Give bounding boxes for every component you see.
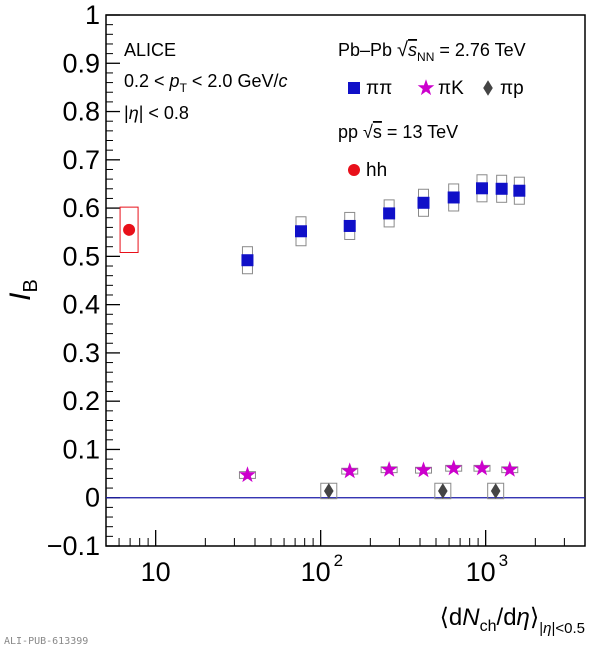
x-tick-label: 10	[466, 557, 496, 587]
data-point	[295, 225, 308, 238]
data-point	[438, 483, 448, 499]
pbpb-label: Pb–Pb √sNN = 2.76 TeV	[338, 39, 526, 64]
y-tick-label: 0.1	[62, 434, 100, 464]
y-tick-label: 0.8	[62, 97, 100, 127]
data-point	[473, 459, 491, 476]
legend-marker	[348, 82, 360, 94]
y-tick-label: −0.1	[47, 531, 100, 561]
y-tick-label: 1	[85, 0, 100, 30]
x-axis-label: ⟨dNch/dη⟩|η|<0.5	[440, 604, 585, 637]
y-tick-label: 0	[85, 483, 100, 513]
x-axis: 10 10 2 10 3	[105, 530, 586, 587]
y-tick-label: 0.4	[62, 290, 100, 320]
data-point	[239, 466, 256, 483]
data-point	[123, 223, 136, 236]
series-diamond	[320, 482, 505, 500]
x-tick-label: 10	[301, 557, 331, 587]
pt-range-label: 0.2 < pT < 2.0 GeV/c	[124, 71, 287, 95]
data-point	[475, 182, 488, 195]
y-tick-label: 0.2	[62, 386, 100, 416]
x-tick-exponent: 3	[499, 551, 508, 570]
x-tick-exponent: 2	[334, 551, 343, 570]
y-axis: −0.1 0 0.1 0.2 0.3 0.4 0.5 0.6 0.7 0.8 0.9 1	[47, 0, 120, 561]
legend-marker	[483, 80, 493, 96]
legend-label: ππ	[366, 78, 392, 99]
legend: ππ πK πp hh	[348, 78, 524, 181]
experiment-label: ALICE	[124, 40, 176, 60]
data-point	[445, 459, 462, 476]
data-point	[490, 483, 501, 499]
systematic-error-box	[119, 206, 139, 254]
legend-label: hh	[366, 160, 387, 181]
x-tick-label: 10	[141, 557, 171, 587]
pp-label: pp √s = 13 TeV	[338, 122, 458, 142]
data-point	[415, 461, 432, 478]
data-point	[241, 254, 254, 267]
series-square	[241, 174, 526, 275]
y-tick-label: 0.5	[62, 241, 100, 271]
y-tick-label: 0.7	[62, 145, 100, 175]
data-marks	[119, 174, 526, 500]
data-point	[380, 461, 398, 477]
y-axis-label: IB	[4, 279, 42, 301]
data-point	[447, 191, 460, 204]
eta-range-label: |η| < 0.8	[124, 103, 189, 123]
data-point	[323, 483, 334, 499]
y-tick-label: 0.3	[62, 338, 100, 368]
legend-marker	[417, 79, 435, 96]
watermark: ALI-PUB-613399	[4, 636, 88, 647]
legend-marker	[348, 164, 360, 176]
series-star	[238, 459, 519, 483]
data-point	[383, 207, 396, 220]
data-point	[501, 461, 519, 477]
data-point	[343, 219, 356, 232]
data-point	[341, 462, 358, 479]
series-circle	[119, 206, 139, 254]
y-tick-label: 0.6	[62, 193, 100, 223]
data-point	[495, 182, 508, 195]
legend-label: πp	[500, 78, 524, 99]
data-point	[417, 196, 430, 209]
data-point	[513, 184, 526, 197]
y-tick-label: 0.9	[62, 48, 100, 78]
legend-label: πK	[438, 78, 464, 99]
plot-frame	[105, 14, 586, 547]
